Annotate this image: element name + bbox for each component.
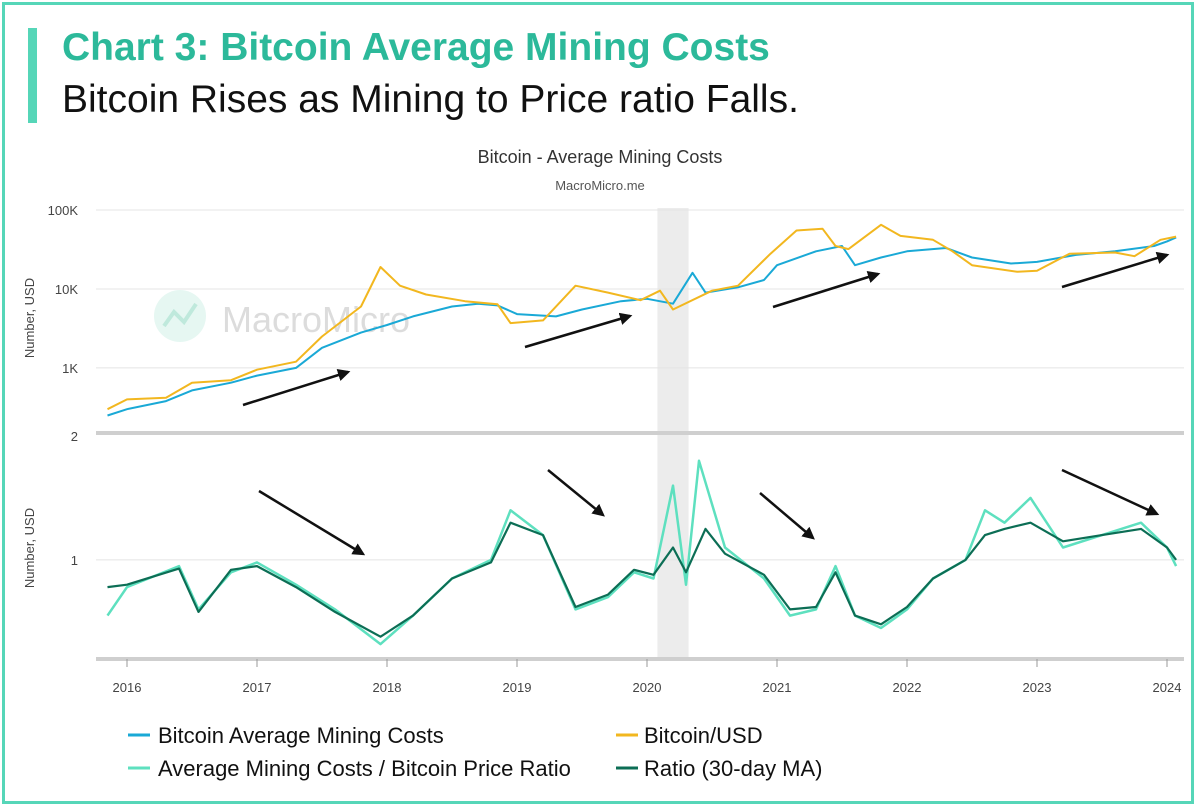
top-y-tick-label: 1K [62,361,78,376]
x-tick-label: 2022 [893,680,922,695]
trend-arrows [242,251,1170,556]
bottom-y-tick-label: 2 [71,429,78,444]
legend-label-ratio: Average Mining Costs / Bitcoin Price Rat… [158,756,571,781]
trend-arrow-up-4 [1061,251,1170,289]
watermark-logo-mark [162,302,198,328]
watermark: MacroMicro [154,290,410,342]
trend-arrow-up-1 [242,369,351,407]
bottom-y-axis-label: Number, USD [22,508,37,588]
series-line-bottom-1 [107,521,1177,638]
title-accent-bar [28,28,37,123]
legend-label-mining-cost: Bitcoin Average Mining Costs [158,723,444,748]
legend: Bitcoin Average Mining Costs Bitcoin/USD… [128,723,823,781]
bottom-y-tick-label: 1 [71,553,78,568]
trend-arrow-down-4 [1061,468,1160,516]
x-tick-label: 2017 [243,680,272,695]
top-y-tick-label: 10K [55,282,78,297]
legend-label-btc-usd: Bitcoin/USD [644,723,763,748]
legend-label-ratio-ma: Ratio (30-day MA) [644,756,823,781]
trend-arrow-up-3 [772,271,881,309]
trend-arrow-down-1 [258,489,366,556]
page-subtitle: Bitcoin Rises as Mining to Price ratio F… [62,78,799,121]
top-y-tick-label: 100K [48,203,79,218]
series-line-bottom-0 [106,459,1178,646]
trend-arrow-down-3 [759,492,815,540]
watermark-text: MacroMicro [222,299,410,340]
x-tick-label: 2019 [503,680,532,695]
top-y-axis-label: Number, USD [22,278,37,358]
x-tick-label: 2020 [633,680,662,695]
page-title: Chart 3: Bitcoin Average Mining Costs [62,26,770,69]
x-tick-label: 2023 [1023,680,1052,695]
chart-title: Bitcoin - Average Mining Costs [478,147,723,167]
series-line-top-0 [107,236,1177,417]
series-line-top-1 [107,223,1177,411]
x-tick-label: 2016 [113,680,142,695]
x-tick-label: 2018 [373,680,402,695]
trend-arrow-up-2 [524,312,633,349]
x-tick-label: 2024 [1153,680,1182,695]
trend-arrow-down-2 [547,469,605,517]
x-tick-label: 2021 [763,680,792,695]
chart-source: MacroMicro.me [555,178,645,193]
